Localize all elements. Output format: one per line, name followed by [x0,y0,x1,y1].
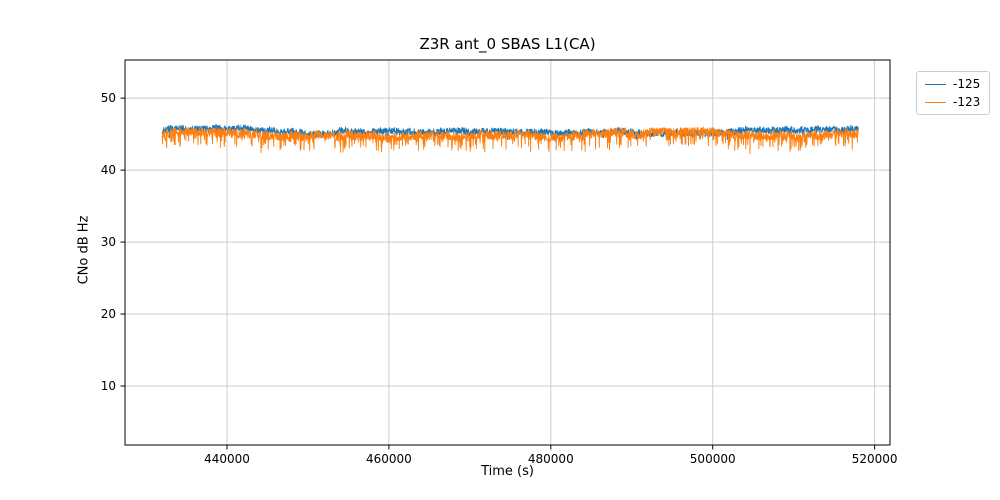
y-tick-label: 30 [101,235,116,249]
x-tick-label: 500000 [690,452,736,466]
series-line--123 [161,125,859,155]
y-tick-label: 40 [101,163,116,177]
legend-line-swatch [925,101,946,103]
series-line--125 [161,123,859,140]
x-tick-label: 440000 [204,452,250,466]
y-tick-label: 20 [101,307,116,321]
x-tick-label: 460000 [366,452,412,466]
x-tick-label: 480000 [528,452,574,466]
legend-label: -125 [953,77,981,91]
legend: -125 -123 [916,71,991,115]
y-tick-label: 10 [101,379,116,393]
legend-label: -123 [953,95,981,109]
y-tick-label: 50 [101,91,116,105]
x-tick-label: 520000 [852,452,898,466]
chart-title: Z3R ant_0 SBAS L1(CA) [419,35,596,53]
legend-item: -125 [925,78,980,90]
legend-item: -123 [925,96,980,108]
x-axis-label: Time (s) [481,464,534,479]
legend-line-swatch [925,83,946,85]
plot-border [124,59,891,446]
